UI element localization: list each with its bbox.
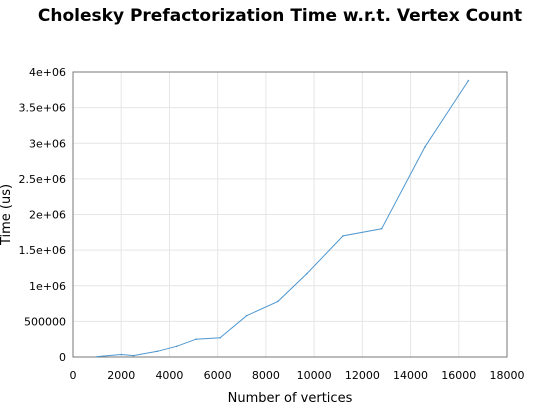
y-axis-label: Time (us) (0, 184, 14, 246)
x-axis-label: Number of vertices (228, 391, 353, 406)
data-point (245, 314, 248, 317)
data-point (424, 146, 426, 148)
axis-ticks: 0 2000 4000 6000 8000 10000 12000 14000 16000 180… (19, 66, 525, 382)
data-point (195, 338, 197, 340)
data-point (120, 353, 123, 356)
x-tick-label: 14000 (393, 369, 428, 382)
y-tick-label: 4e+06 (29, 66, 66, 79)
series-layer (96, 79, 470, 358)
data-point (342, 235, 344, 237)
data-point (306, 272, 308, 275)
x-tick-label: 18000 (490, 369, 525, 382)
x-tick-label: 2000 (107, 369, 135, 382)
x-tick-label: 8000 (252, 369, 280, 382)
x-tick-label: 10000 (297, 369, 332, 382)
chart-title: Cholesky Prefactorization Time w.r.t. Ve… (37, 6, 523, 26)
y-tick-label: 500000 (24, 315, 66, 328)
y-tick-label: 1.5e+06 (19, 244, 66, 257)
x-tick-label: 4000 (155, 369, 183, 382)
data-point (277, 300, 279, 303)
data-point (380, 227, 383, 230)
data-point (219, 336, 221, 339)
data-point (175, 345, 178, 348)
y-tick-label: 1e+06 (29, 280, 66, 293)
data-point (467, 79, 470, 82)
plot-frame (72, 71, 508, 358)
x-tick-label: 0 (70, 369, 77, 382)
grid (72, 71, 508, 358)
data-point (96, 355, 98, 358)
y-tick-label: 3.5e+06 (19, 102, 66, 115)
series-line (97, 80, 469, 358)
data-point (132, 354, 135, 357)
x-tick-label: 6000 (204, 369, 232, 382)
x-tick-label: 12000 (345, 369, 380, 382)
y-tick-label: 2.5e+06 (19, 173, 66, 186)
data-point (156, 350, 159, 353)
y-tick-label: 3e+06 (29, 137, 66, 150)
y-tick-label: 0 (59, 351, 66, 364)
x-tick-label: 16000 (441, 369, 476, 382)
y-tick-label: 2e+06 (29, 209, 66, 222)
